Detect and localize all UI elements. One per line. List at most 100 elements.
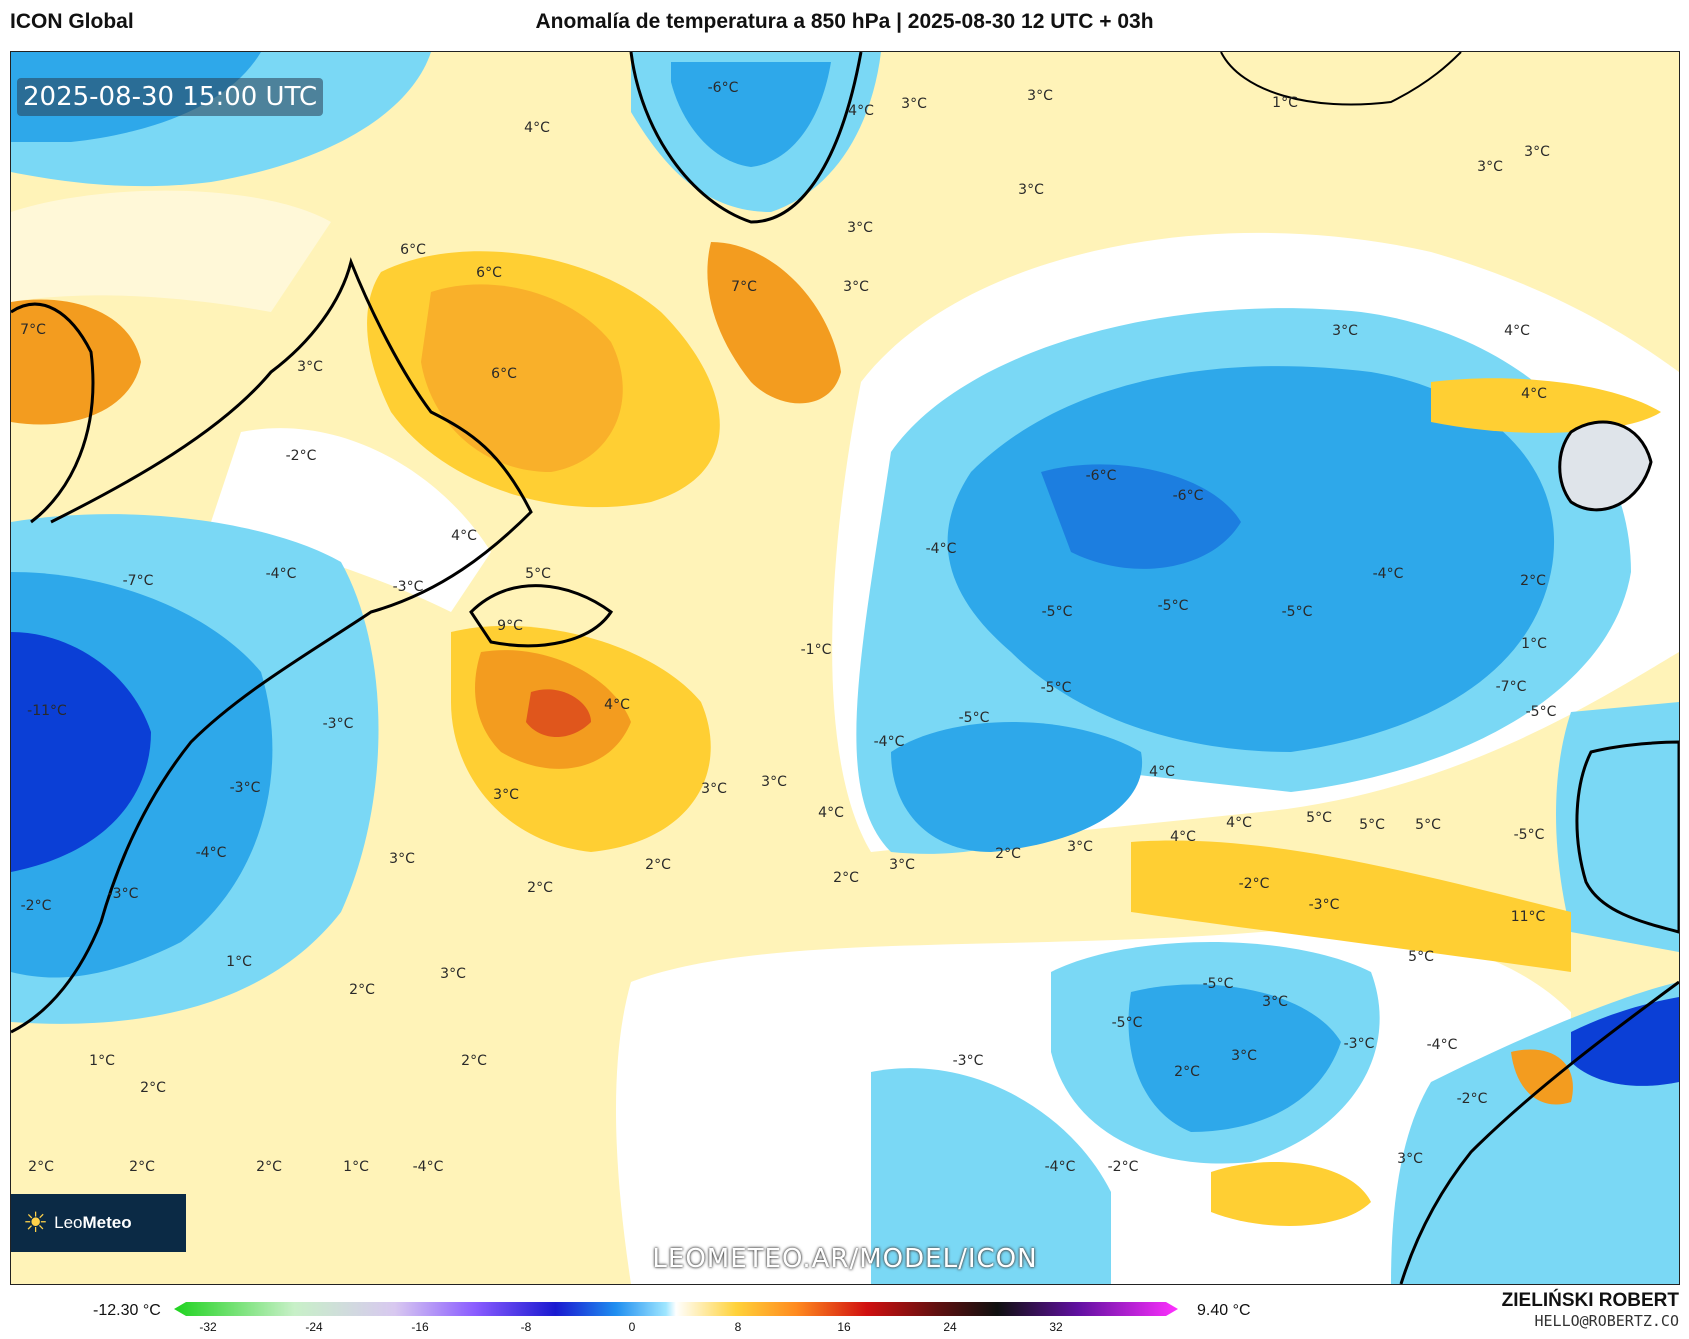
temp-label: 3°C <box>761 774 787 790</box>
temp-label: -3°C <box>1308 897 1340 913</box>
temp-label: 3°C <box>1262 994 1288 1010</box>
temp-label: -11°C <box>27 703 67 719</box>
cold-area <box>671 62 831 167</box>
cool-area <box>871 1068 1111 1284</box>
temp-label: 4°C <box>1521 386 1547 402</box>
map-title: Anomalía de temperatura a 850 hPa | 2025… <box>535 10 1154 33</box>
temp-label: -7°C <box>1495 679 1527 695</box>
temp-label: -3°C <box>952 1053 984 1069</box>
temp-label: 2°C <box>833 870 859 886</box>
coastline <box>1575 740 1679 934</box>
very-cold-area <box>11 632 151 872</box>
temp-label: 2°C <box>527 880 553 896</box>
temp-label: 5°C <box>1408 949 1434 965</box>
temp-label: 3°C <box>440 966 466 982</box>
temp-label: 3°C <box>1397 1151 1423 1167</box>
temp-label: 1°C <box>89 1053 115 1069</box>
coastline <box>1399 980 1679 1284</box>
logo-text-light: Leo <box>54 1213 83 1232</box>
temp-label: -5°C <box>1281 604 1313 620</box>
warm-area <box>1431 378 1661 433</box>
temp-label: -2°C <box>285 448 317 464</box>
leometeo-logo: ☀ LeoMeteo <box>11 1194 186 1252</box>
colorbar-tick: -16 <box>411 1320 429 1334</box>
temp-label: -5°C <box>1041 604 1073 620</box>
colorbar-min-label: -12.30 °C <box>93 1302 161 1319</box>
temp-label: 2°C <box>129 1159 155 1175</box>
valid-time: 2025-08-30 15:00 UTC <box>17 78 324 116</box>
temp-label: 3°C <box>901 96 927 112</box>
temp-label: 4°C <box>524 120 550 136</box>
cold-area <box>891 722 1143 852</box>
temp-label: -4°C <box>412 1159 444 1175</box>
temp-label: 4°C <box>451 528 477 544</box>
anomaly-map: 2025-08-30 15:00 UTC -6°C 4°C 3°C 3°C 1°… <box>10 51 1680 1285</box>
temp-label: 4°C <box>818 805 844 821</box>
cold-area <box>1128 984 1341 1132</box>
colorbar-tick: 8 <box>734 1320 742 1334</box>
temp-label: -6°C <box>1085 468 1117 484</box>
coastline <box>1558 420 1653 512</box>
temp-label: 2°C <box>256 1159 282 1175</box>
temp-label: 4°C <box>1149 764 1175 780</box>
temp-label: 4°C <box>1170 829 1196 845</box>
temp-label: 3°C <box>1018 182 1044 198</box>
temp-label: 5°C <box>525 566 551 582</box>
temp-label: 2°C <box>1174 1064 1200 1080</box>
temp-label: -3°C <box>229 780 261 796</box>
coastline <box>629 52 863 224</box>
temp-label: 3°C <box>1067 839 1093 855</box>
temp-label: 3°C <box>389 851 415 867</box>
temp-label: -5°C <box>1202 976 1234 992</box>
colorbar-tick: -24 <box>305 1320 323 1334</box>
temp-label: 2°C <box>140 1080 166 1096</box>
colorbar-tick: -32 <box>199 1320 217 1334</box>
coastline <box>469 584 614 648</box>
temp-label: -3°C <box>392 579 424 595</box>
temp-label: -4°C <box>195 845 227 861</box>
temp-label: -6°C <box>707 80 739 96</box>
temp-label: -5°C <box>1525 704 1557 720</box>
temp-label: -3°C <box>107 886 139 902</box>
very-cold-area <box>1041 464 1241 569</box>
temp-label: -1°C <box>800 642 832 658</box>
hot-area <box>526 689 591 737</box>
source-watermark: LEOMETEO.AR/MODEL/ICON <box>652 1244 1038 1274</box>
colorbar-tick: 16 <box>837 1320 851 1334</box>
logo-text-bold: Meteo <box>82 1213 132 1232</box>
temp-label: 3°C <box>1332 323 1358 339</box>
coastline <box>1220 52 1462 106</box>
temp-label: 3°C <box>1027 88 1053 104</box>
temp-label: 4°C <box>1504 323 1530 339</box>
temp-label: 1°C <box>1521 636 1547 652</box>
temp-label: 2°C <box>28 1159 54 1175</box>
anomaly-field <box>11 52 1679 1284</box>
temp-label: -4°C <box>873 734 905 750</box>
temp-label: 6°C <box>476 265 502 281</box>
temp-label: -5°C <box>1111 1015 1143 1031</box>
warm-area <box>1131 840 1571 972</box>
temp-label: -4°C <box>265 566 297 582</box>
colorbar-tick: 32 <box>1049 1320 1063 1334</box>
sun-icon: ☀ <box>23 1207 49 1238</box>
temp-label: -2°C <box>20 898 52 914</box>
colorbar-gradient <box>174 1302 1178 1316</box>
colorbar-tick: 0 <box>628 1320 636 1334</box>
temp-label: 4°C <box>848 103 874 119</box>
temp-label: 3°C <box>701 781 727 797</box>
temp-label: 11°C <box>1510 909 1546 925</box>
temp-label: -4°C <box>1426 1037 1458 1053</box>
temp-label: 4°C <box>604 697 630 713</box>
colorbar-tick: -8 <box>520 1320 532 1334</box>
temp-label: -4°C <box>1044 1159 1076 1175</box>
strong-warm-area <box>707 242 841 404</box>
temp-label: -5°C <box>958 710 990 726</box>
temp-label: 3°C <box>297 359 323 375</box>
author-email: HELLO@ROBERTZ.CO <box>1534 1312 1680 1330</box>
temp-label: -2°C <box>1238 876 1270 892</box>
neutral-area <box>11 190 331 312</box>
temp-label: -5°C <box>1040 680 1072 696</box>
temp-label: -5°C <box>1513 827 1545 843</box>
cool-area <box>1556 702 1679 952</box>
temp-label: 7°C <box>20 322 46 338</box>
